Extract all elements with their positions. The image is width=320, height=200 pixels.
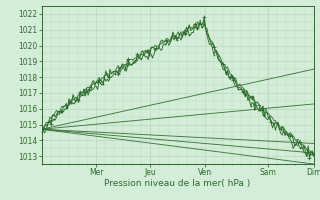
X-axis label: Pression niveau de la mer( hPa ): Pression niveau de la mer( hPa ) [104,179,251,188]
